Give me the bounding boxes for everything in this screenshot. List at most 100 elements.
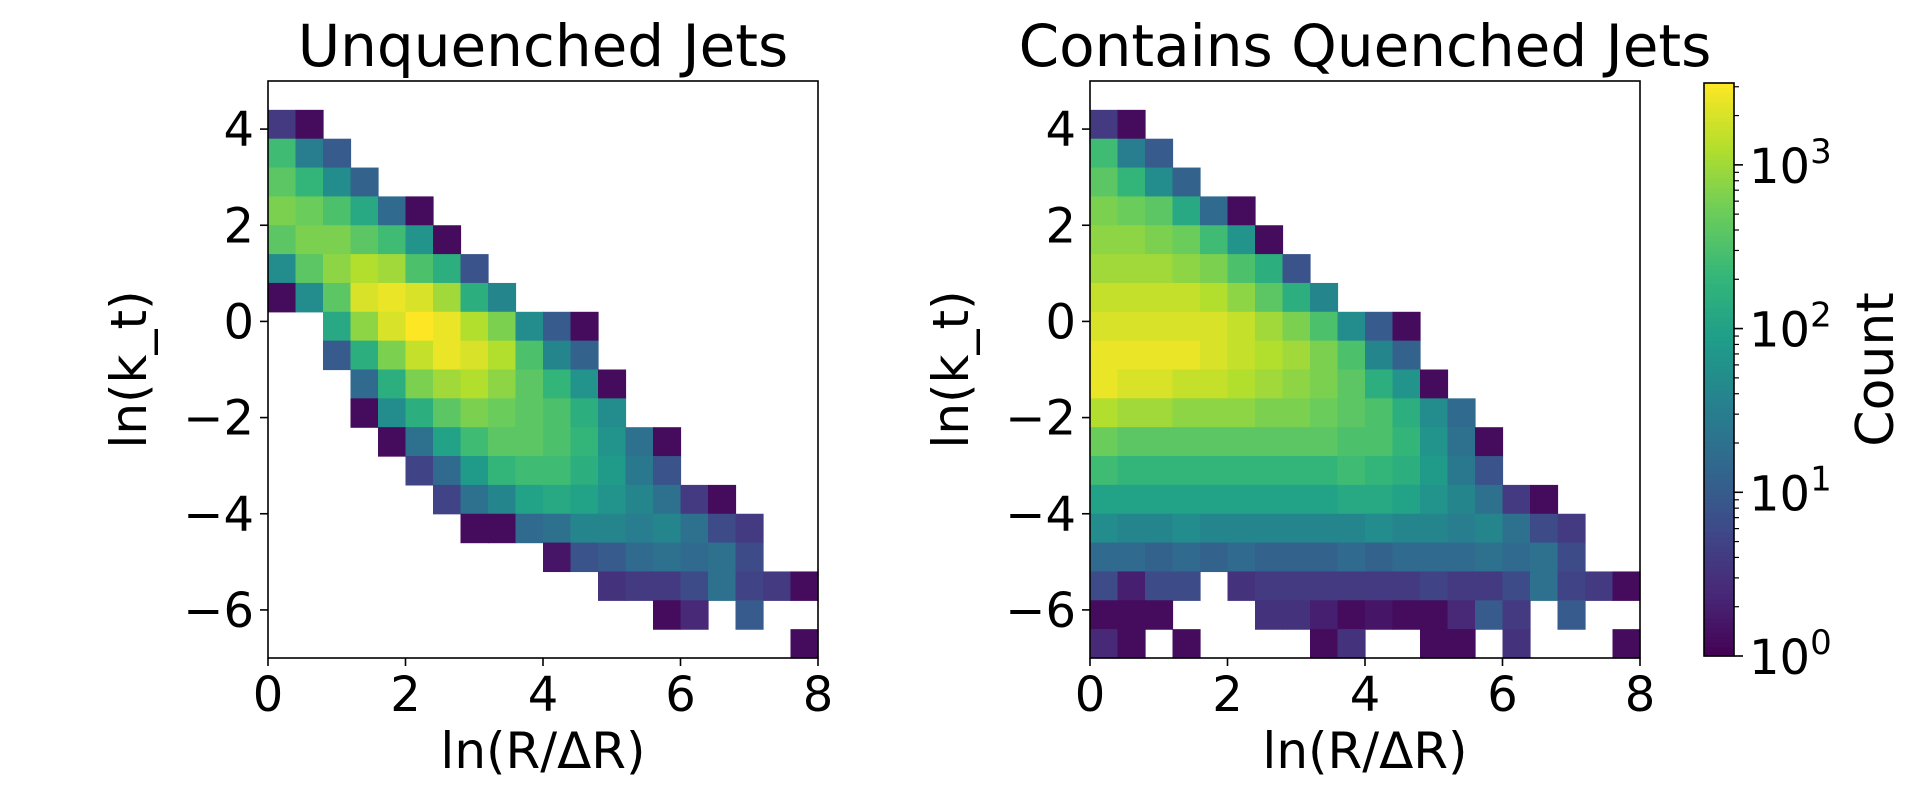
heatmap-cell xyxy=(1090,629,1119,659)
heatmap-cell xyxy=(295,225,324,255)
y-tick-label: −2 xyxy=(1005,391,1076,447)
heatmap-cell xyxy=(1392,600,1421,630)
heatmap-cell xyxy=(1282,427,1311,457)
colorbar-segment xyxy=(1704,383,1734,390)
colorbar-segment xyxy=(1704,550,1734,557)
x-tick-label: 4 xyxy=(528,667,559,723)
heatmap-cell xyxy=(1255,542,1284,573)
heatmap-cell xyxy=(1145,254,1174,284)
colorbar-segment xyxy=(1704,140,1734,146)
heatmap-cell xyxy=(543,484,572,515)
heatmap-cell xyxy=(1337,311,1366,342)
heatmap-cell xyxy=(1145,484,1174,515)
heatmap-cell xyxy=(1392,513,1421,544)
heatmap-cell xyxy=(515,369,544,399)
heatmap-cell xyxy=(378,369,407,399)
heatmap-cell xyxy=(515,456,544,486)
heatmap-cell xyxy=(1310,513,1339,544)
colorbar-segment xyxy=(1704,636,1734,643)
heatmap-cell xyxy=(1090,225,1119,255)
colorbar-segment xyxy=(1704,250,1734,256)
colorbar-segment xyxy=(1704,121,1734,127)
heatmap-cell xyxy=(460,369,489,399)
x-axis-label: ln(R/ΔR) xyxy=(1262,722,1467,780)
heatmap-cell xyxy=(1227,311,1256,342)
heatmap-cell xyxy=(1255,369,1284,399)
heatmap-cell xyxy=(433,254,462,284)
heatmap-cell xyxy=(1172,254,1201,284)
heatmap-cell xyxy=(1337,427,1366,457)
heatmap-cell xyxy=(433,398,462,428)
colorbar-segment xyxy=(1704,412,1734,418)
colorbar-segment xyxy=(1704,555,1734,562)
heatmap-cell xyxy=(1200,398,1229,428)
heatmap-cell xyxy=(1557,571,1586,601)
x-tick-label: 4 xyxy=(1350,667,1381,723)
heatmap-cell xyxy=(598,369,627,399)
colorbar-tick-exponent: 1 xyxy=(1810,459,1832,499)
heatmap-cell xyxy=(460,484,489,515)
colorbar-segment xyxy=(1704,216,1734,223)
heatmap-cell xyxy=(1090,427,1119,457)
colorbar-segment xyxy=(1704,536,1734,543)
heatmap-cell xyxy=(1447,484,1476,515)
heatmap-cell xyxy=(598,427,627,457)
heatmap-cell xyxy=(735,542,764,573)
heatmap-cell xyxy=(1200,254,1229,284)
heatmap-cell xyxy=(1200,196,1229,226)
heatmap-cell xyxy=(1200,311,1229,342)
colorbar-segment xyxy=(1704,407,1734,414)
heatmap-cell xyxy=(1117,456,1146,486)
heatmap-cell xyxy=(708,513,737,544)
colorbar-segment xyxy=(1704,159,1734,165)
x-tick-label: 2 xyxy=(1212,667,1243,723)
heatmap-cell xyxy=(1227,456,1256,486)
heatmap-cell xyxy=(378,282,407,313)
heatmap-cell xyxy=(1392,369,1421,399)
heatmap-cell xyxy=(570,542,599,573)
colorbar-segment xyxy=(1704,331,1734,337)
heatmap-cell xyxy=(1447,629,1476,659)
heatmap-cell xyxy=(1420,398,1449,428)
heatmap-cell xyxy=(1145,398,1174,428)
heatmap-cell xyxy=(405,340,434,371)
heatmap-cell xyxy=(295,196,324,226)
heatmap-cell xyxy=(1447,427,1476,457)
colorbar-segment xyxy=(1704,326,1734,332)
colorbar-segment xyxy=(1704,336,1734,342)
colorbar-segment xyxy=(1704,546,1734,552)
heatmap-cell xyxy=(1145,167,1174,197)
heatmap-cell xyxy=(1420,484,1449,515)
colorbar-segment xyxy=(1704,646,1734,652)
heatmap-cell xyxy=(268,138,297,169)
heatmap-cell xyxy=(295,109,324,140)
colorbar-segment xyxy=(1704,197,1734,203)
colorbar-segment xyxy=(1704,345,1734,352)
heatmap-cell xyxy=(1282,398,1311,428)
colorbar-segment xyxy=(1704,589,1734,595)
x-tick-label: 8 xyxy=(803,667,834,723)
heatmap-cell xyxy=(1227,282,1256,313)
colorbar-segment xyxy=(1704,235,1734,242)
heatmap-cell xyxy=(1090,282,1119,313)
colorbar-segment xyxy=(1704,374,1734,380)
colorbar-segment xyxy=(1704,493,1734,500)
heatmap-cell xyxy=(1502,513,1531,544)
colorbar-segment xyxy=(1704,608,1734,614)
heatmap-cell xyxy=(1090,456,1119,486)
heatmap-cell xyxy=(1145,600,1174,630)
heatmap-cell xyxy=(1255,600,1284,630)
heatmap-cell xyxy=(1117,311,1146,342)
heatmap-cell xyxy=(543,340,572,371)
heatmap-cell xyxy=(570,456,599,486)
heatmap-cell xyxy=(1200,542,1229,573)
colorbar-segment xyxy=(1704,460,1734,466)
colorbar-tick-exponent: 3 xyxy=(1810,132,1832,172)
heatmap-cell xyxy=(1255,427,1284,457)
heatmap-cell xyxy=(1585,571,1614,601)
heatmap-cell xyxy=(1172,311,1201,342)
heatmap-cell xyxy=(1282,542,1311,573)
heatmap-cell xyxy=(1365,456,1394,486)
colorbar-segment xyxy=(1704,603,1734,609)
x-tick-label: 6 xyxy=(1487,667,1518,723)
